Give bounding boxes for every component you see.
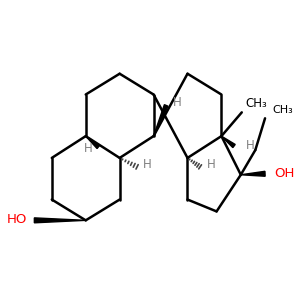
Text: H: H [84, 142, 93, 154]
Polygon shape [34, 218, 86, 223]
Text: H: H [206, 158, 215, 171]
Text: CH₃: CH₃ [246, 97, 267, 110]
Polygon shape [221, 136, 235, 148]
Text: H: H [142, 158, 151, 171]
Polygon shape [86, 136, 100, 148]
Text: CH₃: CH₃ [273, 105, 293, 116]
Polygon shape [241, 171, 265, 176]
Text: H: H [172, 96, 181, 109]
Text: HO: HO [7, 213, 27, 226]
Polygon shape [154, 105, 168, 136]
Text: H: H [246, 139, 254, 152]
Text: OH: OH [275, 167, 295, 180]
